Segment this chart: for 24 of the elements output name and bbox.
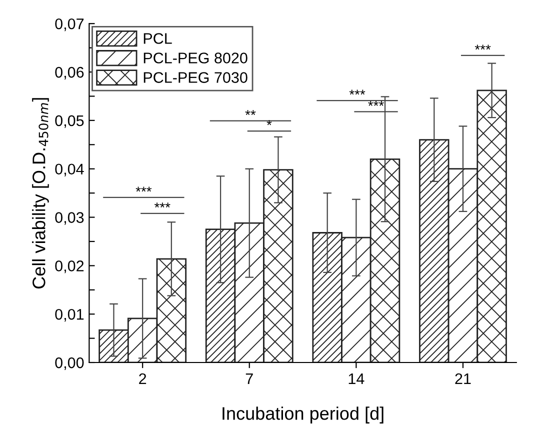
legend-label: PCL-PEG 8020: [144, 52, 248, 64]
y-tick-label: 0,04: [55, 164, 84, 176]
y-tick-label: 0,00: [55, 357, 84, 370]
y-tick-label: 0,05: [55, 115, 84, 128]
annotation: **: [245, 110, 256, 115]
annotation: ***: [368, 100, 384, 106]
legend-label: PCL-PEG 7030: [144, 72, 248, 83]
annotation: ***: [349, 90, 366, 95]
annotation: *: [266, 120, 272, 126]
x-tick-label: 2: [139, 373, 146, 384]
y-tick-label: 0,07: [55, 18, 84, 32]
annotation: ***: [154, 202, 170, 208]
y-axis-title: Cell viability [O.D.$_{450nm}$]: [32, 98, 49, 288]
y-tick-label: 0,01: [55, 308, 84, 322]
annotation: ***: [474, 44, 491, 50]
x-tick-label: 7: [246, 373, 253, 384]
y-tick-label: 0,02: [55, 260, 84, 274]
legend-label: PCL: [144, 33, 172, 44]
y-tick-label: 0,03: [55, 212, 84, 225]
x-axis-title: Incubation period [d]: [222, 406, 384, 424]
annotation: ***: [136, 186, 152, 192]
x-tick-label: 14: [348, 373, 364, 384]
x-tick-label: 21: [455, 373, 471, 384]
y-tick-label: 0,06: [55, 66, 84, 80]
